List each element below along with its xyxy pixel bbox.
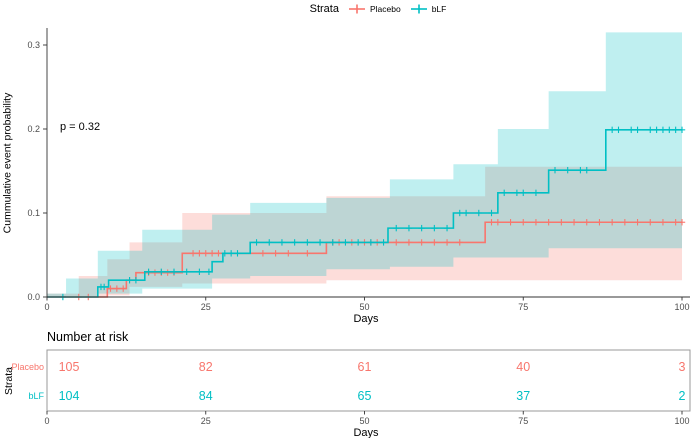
x-tick-label: 50 xyxy=(359,302,369,312)
placebo-confidence-band xyxy=(47,166,682,297)
x-axis-title: Days xyxy=(353,313,379,325)
risk-value: 37 xyxy=(516,389,530,403)
risk-value: 82 xyxy=(199,360,213,374)
risk-value: 2 xyxy=(679,389,686,403)
risk-x-tick-label: 0 xyxy=(44,416,49,426)
risk-x-tick-label: 75 xyxy=(518,416,528,426)
legend-item-label-blf: bLF xyxy=(431,4,447,14)
placebo-key-icon xyxy=(348,4,365,14)
legend: Strata Placebo bLF xyxy=(60,3,696,15)
x-tick-label: 0 xyxy=(44,302,49,312)
legend-item-label-placebo: Placebo xyxy=(369,4,401,14)
legend-title: Strata xyxy=(309,3,339,15)
x-tick-label: 25 xyxy=(201,302,211,312)
risk-table-y-label-container: Strata xyxy=(2,350,15,412)
x-tick-label: 75 xyxy=(518,302,528,312)
p-value-annotation: p = 0.32 xyxy=(60,121,101,133)
y-tick-label: 0.0 xyxy=(27,292,40,302)
risk-x-tick-label: 50 xyxy=(359,416,369,426)
y-tick-label: 0.3 xyxy=(27,40,40,50)
risk-value: 65 xyxy=(358,389,372,403)
legend-item-placebo: Placebo xyxy=(347,3,401,15)
y-tick-label: 0.1 xyxy=(27,208,40,218)
risk-table-title: Number at risk xyxy=(47,330,129,344)
risk-value: 104 xyxy=(59,389,80,403)
risk-value: 40 xyxy=(516,360,530,374)
y-tick-label: 0.2 xyxy=(27,124,40,134)
risk-value: 3 xyxy=(679,360,686,374)
blf-confidence-band xyxy=(47,32,682,298)
risk-row-label-blf: bLF xyxy=(28,391,44,401)
x-tick-label: 100 xyxy=(674,302,689,312)
blf-survival-curve xyxy=(47,129,682,298)
risk-table-y-label: Strata xyxy=(2,366,15,396)
legend-item-blf: bLF xyxy=(409,3,447,15)
risk-row-label-placebo: Placebo xyxy=(11,362,44,372)
risk-x-axis-title: Days xyxy=(353,427,379,438)
risk-x-tick-label: 25 xyxy=(201,416,211,426)
risk-x-tick-label: 100 xyxy=(674,416,689,426)
risk-value: 84 xyxy=(199,389,213,403)
risk-value: 61 xyxy=(358,360,372,374)
y-axis-title: Cummulative event probability xyxy=(1,92,14,233)
risk-table-border xyxy=(46,349,691,412)
blf-key-icon xyxy=(410,4,427,14)
risk-value: 105 xyxy=(59,360,80,374)
y-axis-title-container: Cummulative event probability xyxy=(0,28,15,297)
